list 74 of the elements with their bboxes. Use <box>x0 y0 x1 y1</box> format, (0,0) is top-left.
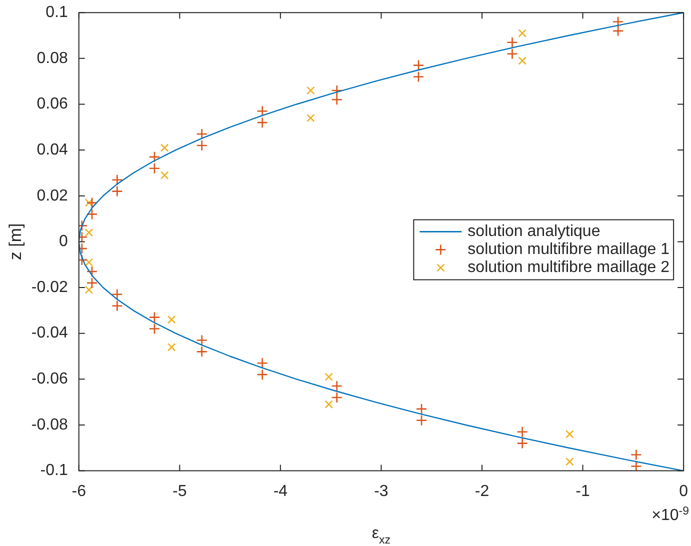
point <box>112 174 123 186</box>
point <box>167 342 176 352</box>
point <box>196 346 208 358</box>
point <box>518 29 526 38</box>
point <box>630 449 642 460</box>
point <box>256 105 268 117</box>
point <box>86 197 98 208</box>
y-tick-label: -0.04 <box>31 324 68 342</box>
y-tick-label: 0.08 <box>36 50 68 67</box>
point <box>518 56 526 65</box>
y-tick-label: -0.06 <box>31 370 68 388</box>
point <box>506 48 518 60</box>
y-tick-label: 0.1 <box>46 4 68 22</box>
point <box>331 84 343 96</box>
point <box>196 140 208 152</box>
y-axis-title: z [m] <box>6 223 25 260</box>
point <box>160 171 169 180</box>
point <box>565 457 574 466</box>
point <box>612 25 624 37</box>
y-tick-label: 0.02 <box>36 187 68 204</box>
y-tick-label: 0.06 <box>36 96 68 113</box>
point <box>331 94 343 106</box>
point <box>86 208 98 220</box>
point <box>412 71 424 82</box>
point <box>86 277 98 289</box>
x-tick-label: -2 <box>474 482 490 500</box>
point <box>516 426 528 438</box>
point <box>167 315 176 324</box>
point <box>84 228 94 237</box>
x-tick-label: 0 <box>679 482 688 500</box>
x-tick-label: -5 <box>172 482 187 500</box>
legend-label: solution analytique <box>468 223 600 240</box>
legend-label: solution multifibre maillage 1 <box>468 241 670 258</box>
x-tick-label: -6 <box>72 482 86 500</box>
y-tick-label: 0.04 <box>36 141 68 158</box>
point <box>84 258 94 267</box>
point <box>324 372 333 382</box>
x-tick-label: -4 <box>273 482 288 500</box>
point <box>256 357 268 369</box>
point <box>112 186 123 197</box>
point <box>148 312 160 323</box>
point <box>256 116 268 128</box>
legend-label: solution multifibre maillage 2 <box>468 259 670 276</box>
point <box>324 400 333 409</box>
point <box>84 286 94 294</box>
point <box>196 334 208 346</box>
point <box>256 368 268 380</box>
point <box>112 288 123 300</box>
point <box>306 86 315 95</box>
point <box>148 162 160 174</box>
point <box>412 60 424 71</box>
x-tick-label: -1 <box>576 482 590 500</box>
point <box>148 323 160 334</box>
point <box>112 300 123 312</box>
y-tick-label: -0.08 <box>31 416 68 434</box>
point <box>160 144 169 152</box>
point <box>148 151 160 163</box>
y-tick-label: 0 <box>58 233 68 250</box>
x-tick-label: -3 <box>374 482 388 500</box>
point <box>565 430 574 438</box>
y-tick-label: -0.02 <box>31 278 68 296</box>
point <box>630 460 642 471</box>
point <box>306 114 315 122</box>
point <box>331 392 343 404</box>
point <box>506 36 518 48</box>
point <box>86 266 98 278</box>
point <box>612 16 624 28</box>
point <box>84 198 94 207</box>
point <box>416 414 428 426</box>
point <box>516 438 528 449</box>
point <box>331 380 343 392</box>
point <box>196 128 208 140</box>
y-tick-label: -0.1 <box>40 462 68 480</box>
point <box>416 403 428 415</box>
